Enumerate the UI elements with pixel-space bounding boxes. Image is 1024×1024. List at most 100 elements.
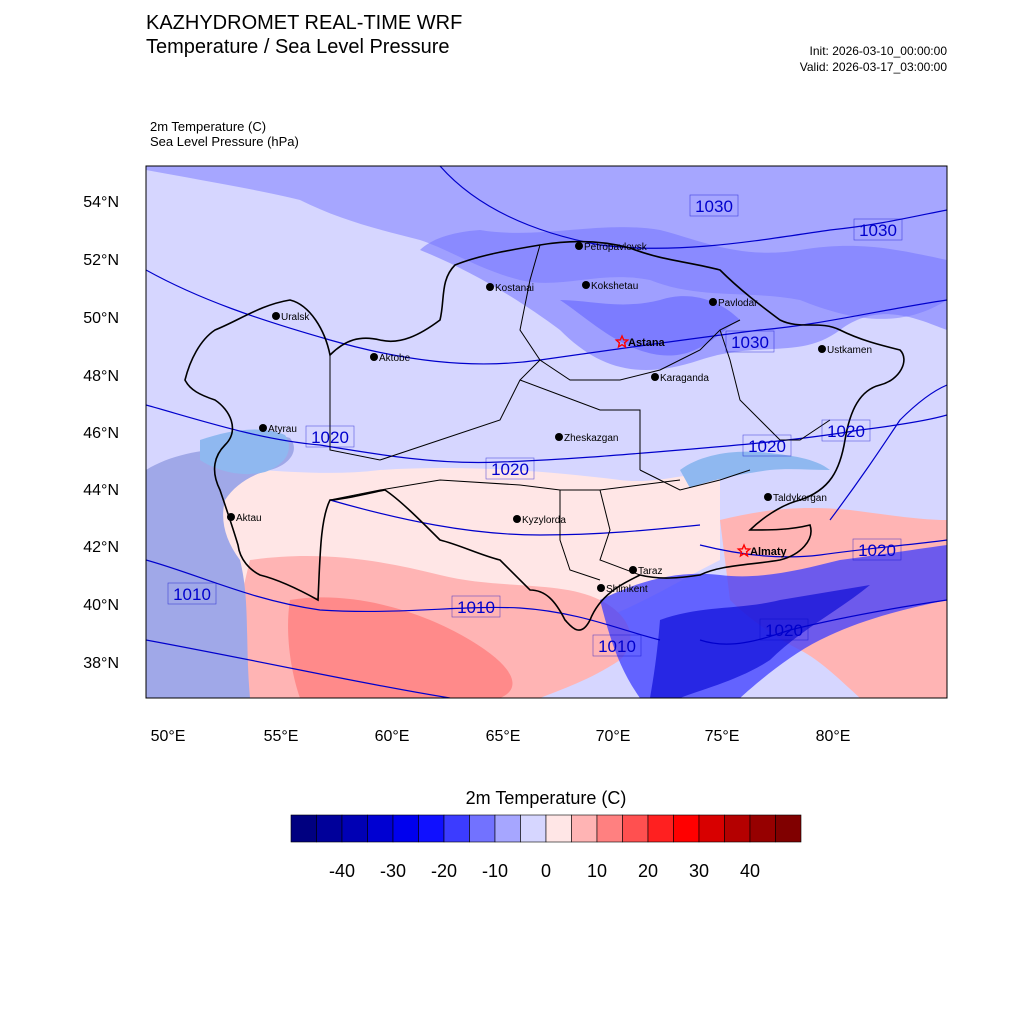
latitude-label: 42°N xyxy=(83,539,119,556)
colorbar-swatch xyxy=(494,814,521,843)
isobar-label: 1030 xyxy=(695,197,733,216)
city-label: Karaganda xyxy=(660,373,709,384)
longitude-label: 50°E xyxy=(151,728,186,745)
isobar-label-box xyxy=(759,618,809,641)
colorbar-title: 2m Temperature (C) xyxy=(466,788,627,808)
city-dot-icon xyxy=(582,281,590,289)
isobar-label-box xyxy=(167,582,217,605)
colorbar-tick-label: 40 xyxy=(740,861,760,881)
city-label: Petropavlovsk xyxy=(584,242,648,253)
colorbar-swatch xyxy=(673,814,700,843)
colorbar-tick-label: -20 xyxy=(431,861,457,881)
colorbar-swatch xyxy=(520,814,547,843)
isobar-label-box xyxy=(451,595,501,618)
isobar-label-box xyxy=(742,434,792,457)
isobar-labels: 1030 1030 1030 1020 1020 1020 1020 1020 1010 1010… xyxy=(167,194,903,657)
isobar-label-box xyxy=(852,538,902,561)
city-dot-icon xyxy=(575,242,583,250)
city-dot-icon xyxy=(486,283,494,291)
colorbar-swatch xyxy=(647,814,674,843)
city-dot-icon xyxy=(370,353,378,361)
colorbar xyxy=(290,814,802,843)
latitude-label: 48°N xyxy=(83,368,119,385)
latitude-label: 38°N xyxy=(83,655,119,672)
longitude-labels: 50°E 55°E 60°E 65°E 70°E 75°E 80°E xyxy=(151,728,851,745)
city-label: Atyrau xyxy=(268,424,297,435)
colorbar-tick-label: 0 xyxy=(541,861,551,881)
city-dot-icon xyxy=(272,312,280,320)
latitude-label: 52°N xyxy=(83,252,119,269)
latitude-label: 44°N xyxy=(83,482,119,499)
isobar-label-box xyxy=(305,425,355,448)
colorbar-swatch xyxy=(392,814,419,843)
colorbar-swatch xyxy=(775,814,802,843)
isobar-label: 1020 xyxy=(491,460,529,479)
colorbar-swatch xyxy=(418,814,445,843)
colorbar-swatch xyxy=(469,814,496,843)
colorbar-tick-label: 20 xyxy=(638,861,658,881)
isobar-label: 1010 xyxy=(457,598,495,617)
isobar-label: 1010 xyxy=(598,637,636,656)
city-label: Aktau xyxy=(236,513,262,524)
colorbar-tick-label: 10 xyxy=(587,861,607,881)
city-label: Uralsk xyxy=(281,312,310,323)
city-dot-icon xyxy=(513,515,521,523)
city-dot-icon xyxy=(555,433,563,441)
city-label: Kokshetau xyxy=(591,281,638,292)
isobar-label: 1020 xyxy=(311,428,349,447)
colorbar-swatch xyxy=(724,814,751,843)
region-borders xyxy=(329,244,831,581)
colorbar-swatch xyxy=(367,814,394,843)
capital-star-icon xyxy=(614,334,630,349)
city-dot-icon xyxy=(651,373,659,381)
longitude-label: 80°E xyxy=(816,728,851,745)
isobar-label: 1020 xyxy=(858,541,896,560)
colorbar-swatch xyxy=(341,814,368,843)
city-label: Aktobe xyxy=(379,353,411,364)
city-markers: Uralsk Aktobe Kostanai Petropavlovsk Kokshet… xyxy=(227,242,872,595)
colorbar-swatch xyxy=(571,814,598,843)
variable-label-pressure: Sea Level Pressure (hPa) xyxy=(150,134,299,149)
colorbar-tick-label: -40 xyxy=(329,861,355,881)
longitude-label: 65°E xyxy=(486,728,521,745)
isobar-label-box xyxy=(821,419,871,442)
colorbar-tick-label: -10 xyxy=(482,861,508,881)
isobar-label: 1020 xyxy=(765,621,803,640)
city-label: Pavlodar xyxy=(718,298,758,309)
city-dot-icon xyxy=(629,566,637,574)
country-border xyxy=(184,240,905,631)
longitude-label: 75°E xyxy=(705,728,740,745)
latitude-label: 40°N xyxy=(83,597,119,614)
variable-label-temperature: 2m Temperature (C) xyxy=(150,119,267,134)
capital-star-icon xyxy=(736,543,752,558)
isobar-label-box xyxy=(725,330,775,353)
colorbar-swatch xyxy=(596,814,623,843)
city-dot-icon xyxy=(597,584,605,592)
map-subtitle: Temperature / Sea Level Pressure xyxy=(146,36,450,58)
city-dot-icon xyxy=(709,298,717,306)
isobar-label-box xyxy=(689,194,739,217)
isobar-label-box xyxy=(853,218,903,241)
city-label: Shimkent xyxy=(606,584,648,595)
colorbar-swatch xyxy=(545,814,572,843)
latitude-label: 50°N xyxy=(83,310,119,327)
city-dot-icon xyxy=(259,424,267,432)
colorbar-swatch xyxy=(622,814,649,843)
city-label: Kyzylorda xyxy=(522,515,566,526)
latitude-label: 54°N xyxy=(83,194,119,211)
colorbar-swatch xyxy=(443,814,470,843)
city-dot-icon xyxy=(227,513,235,521)
city-label: Ustkamen xyxy=(827,345,872,356)
isobar-label: 1030 xyxy=(731,333,769,352)
valid-time: Valid: 2026-03-17_03:00:00 xyxy=(799,60,947,74)
city-label: Taldykorgan xyxy=(773,493,827,504)
isobar-label: 1020 xyxy=(748,437,786,456)
isobar-label-box xyxy=(485,457,535,480)
city-dot-icon xyxy=(764,493,772,501)
capital-label: Astana xyxy=(628,337,666,349)
capital-label: Almaty xyxy=(750,546,788,558)
city-label: Taraz xyxy=(638,566,662,577)
colorbar-swatch xyxy=(698,814,725,843)
isobar-label: 1030 xyxy=(859,221,897,240)
